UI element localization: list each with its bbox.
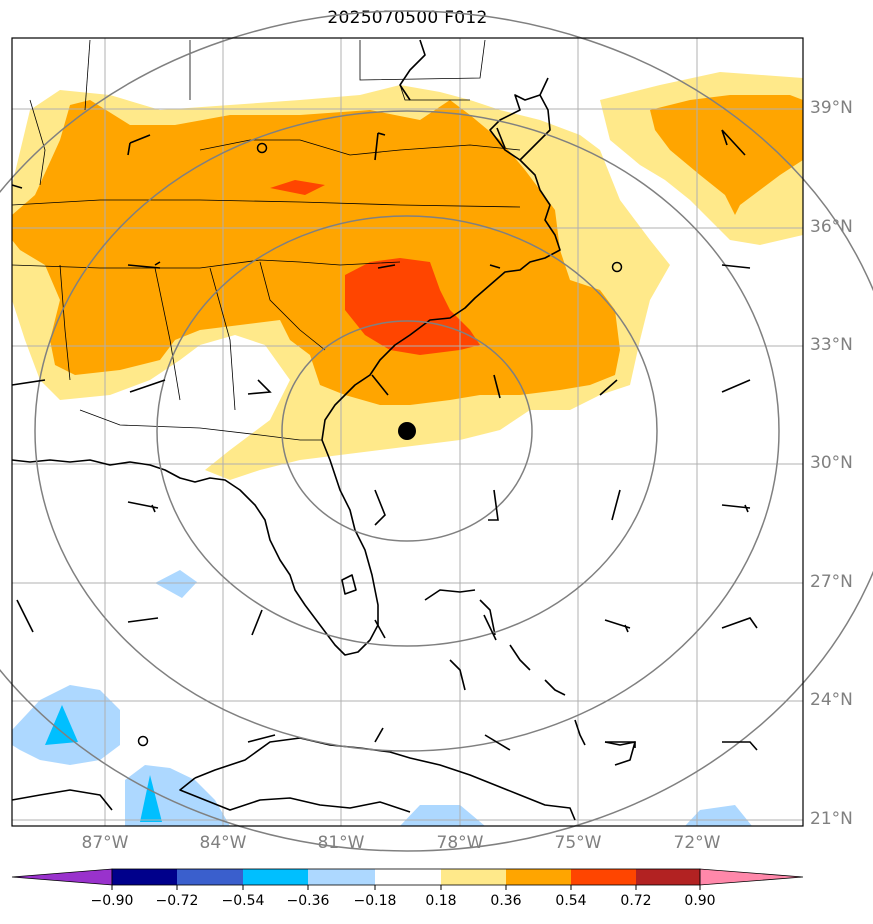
colorbar-tick-label: −0.36 xyxy=(286,893,330,909)
contour-neg-0.36-s xyxy=(140,775,162,822)
colorbar-extend-high xyxy=(699,868,804,886)
map-frame xyxy=(11,37,804,827)
contour-neg-0.18-bottom xyxy=(400,805,485,826)
bahamas-line-3 xyxy=(449,659,466,691)
cuba-south-line xyxy=(179,777,411,813)
lat-label-30: 30°N xyxy=(810,453,853,473)
colorbar-tick-label: −0.72 xyxy=(155,893,199,909)
bahamas-line-1 xyxy=(424,589,476,601)
lat-label-24: 24°N xyxy=(810,690,853,710)
center-marker xyxy=(398,422,416,440)
lat-label-27: 27°N xyxy=(810,572,853,592)
range-circles xyxy=(0,10,873,852)
gridlines xyxy=(12,38,803,826)
coastlines xyxy=(11,39,636,821)
contour-0.54-small xyxy=(270,180,325,195)
colorbar-segment-5 xyxy=(375,869,441,885)
colorbar-outline xyxy=(111,868,701,886)
colorbar-segment-7 xyxy=(506,869,571,885)
colorbar-segment-3 xyxy=(243,869,308,885)
range-ring-3 xyxy=(34,110,780,752)
lat-label-21: 21°N xyxy=(810,809,853,829)
lon-label-75: 75°W xyxy=(554,833,602,853)
east-coast-line xyxy=(11,77,561,656)
colorbar-tick-label: −0.90 xyxy=(90,893,134,909)
lake-okeechobee xyxy=(341,574,357,595)
bahamas-line-2 xyxy=(479,599,496,636)
chesapeake-line xyxy=(519,94,551,161)
colorbar-segment-6 xyxy=(441,869,506,885)
colorbar-extend-low xyxy=(11,868,113,886)
bahamas-line-5 xyxy=(544,679,566,696)
lon-label-78: 78°W xyxy=(436,833,484,853)
contour-neg-0.36-w xyxy=(45,705,78,745)
colorbar-tick-label: 0.36 xyxy=(490,893,522,909)
contour-fill-positive xyxy=(12,72,803,480)
contour-neg-0.18-se xyxy=(685,805,752,826)
colorbar-segment-9 xyxy=(636,869,700,885)
wind-barbs xyxy=(11,127,758,751)
contour-fill-negative xyxy=(12,570,752,826)
colorbar-segment-1 xyxy=(112,869,177,885)
contour-neg-0.18-s xyxy=(125,765,230,826)
cuba-line xyxy=(194,737,576,821)
range-ring-4 xyxy=(0,10,873,852)
colorbar-tick-label: 0.54 xyxy=(555,893,587,909)
yucatan-line xyxy=(11,789,113,811)
colorbar-tick-label: −0.18 xyxy=(353,893,397,909)
lon-label-81: 81°W xyxy=(317,833,365,853)
great-lakes-line xyxy=(399,39,426,101)
colorbar-segment-2 xyxy=(177,869,243,885)
colorbar-segment-8 xyxy=(571,869,636,885)
colorbar xyxy=(11,868,804,890)
contour-neg-0.18-gulf xyxy=(155,570,197,598)
colorbar-tick-label: 0.90 xyxy=(684,893,716,909)
colorbar-tick-label: 0.18 xyxy=(425,893,457,909)
colorbar-tick-label: −0.54 xyxy=(221,893,265,909)
lat-label-33: 33°N xyxy=(810,335,853,355)
range-ring-1 xyxy=(281,320,533,542)
lon-label-87: 87°W xyxy=(81,833,129,853)
lat-label-36: 36°N xyxy=(810,217,853,237)
contour-0.36-ne xyxy=(650,95,803,215)
colorbar-segment-4 xyxy=(308,869,375,885)
lon-label-72: 72°W xyxy=(673,833,721,853)
colorbar-tick-label: 0.72 xyxy=(620,893,652,909)
bahamas-line-6 xyxy=(574,719,586,746)
bahamas-line-4 xyxy=(509,644,531,671)
contour-0.54-main xyxy=(345,258,480,355)
hispaniola-line xyxy=(604,741,636,766)
lon-label-84: 84°W xyxy=(199,833,247,853)
range-ring-2 xyxy=(156,215,658,647)
calm-circles xyxy=(137,142,623,747)
lat-label-39: 39°N xyxy=(810,98,853,118)
